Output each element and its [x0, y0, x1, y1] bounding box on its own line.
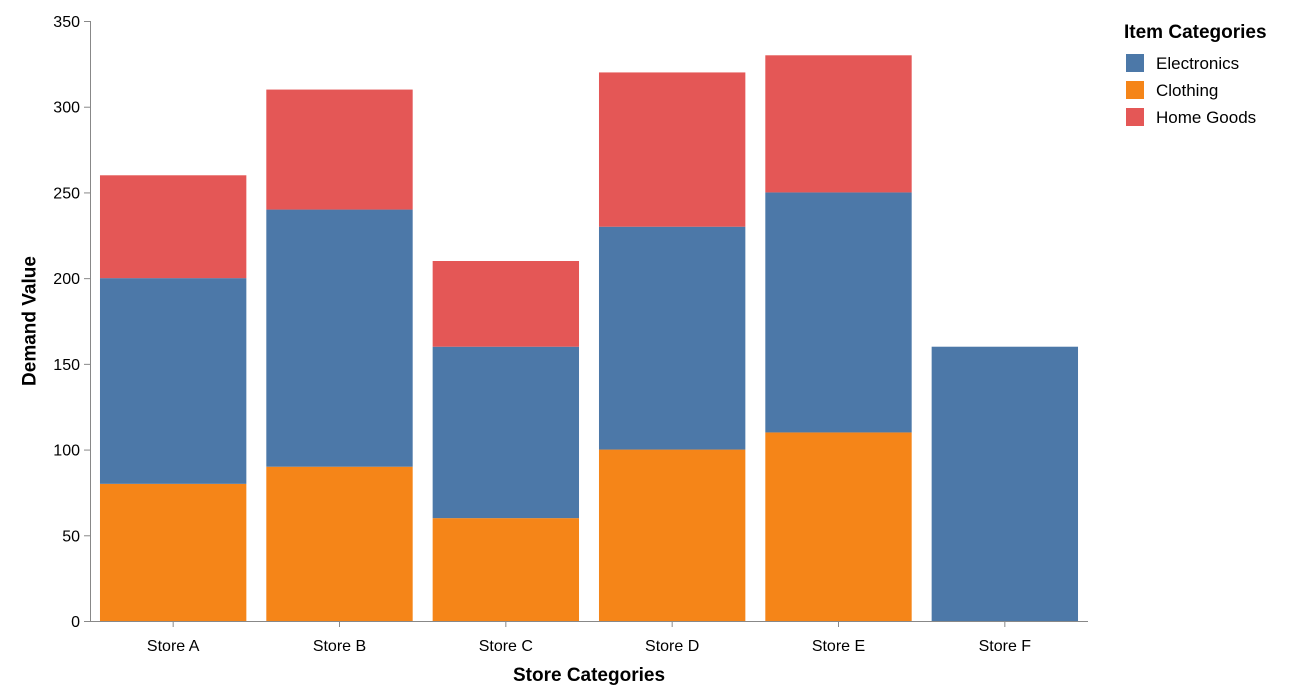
legend-swatch-electronics [1126, 54, 1144, 72]
bar-electronics-store-d [598, 226, 746, 450]
bar-clothing-store-b [266, 466, 413, 621]
bar-home-goods-store-a [99, 175, 247, 279]
bar-clothing-store-a [99, 483, 247, 621]
y-tick-label: 250 [53, 185, 80, 202]
bar-electronics-store-f [931, 346, 1079, 621]
bar-home-goods-store-d [598, 72, 746, 227]
y-axis: 0 50 100 150 200 250 300 350 [53, 14, 91, 631]
x-tick-label: Store A [147, 638, 200, 655]
y-tick-label: 100 [53, 443, 80, 460]
x-axis-title: Store Categories [513, 665, 665, 686]
bar-clothing-store-d [598, 449, 746, 621]
legend-swatch-clothing [1126, 81, 1144, 99]
x-axis: Store A Store B Store C Store D Store E Store… [90, 621, 1088, 655]
legend-label-home-goods: Home Goods [1156, 108, 1256, 127]
x-tick-label: Store C [479, 638, 533, 655]
bar-clothing-store-e [765, 432, 912, 621]
y-tick-label: 0 [71, 614, 80, 631]
bar-electronics-store-a [99, 278, 247, 484]
legend-swatch-home-goods [1126, 108, 1144, 126]
y-tick-label: 300 [53, 100, 80, 117]
bars-layer [99, 55, 1079, 621]
y-axis-title: Demand Value [20, 256, 41, 386]
bar-electronics-store-c [432, 346, 580, 519]
bar-home-goods-store-c [432, 261, 580, 347]
x-tick-label: Store E [812, 638, 865, 655]
legend-label-electronics: Electronics [1156, 54, 1239, 73]
x-tick-label: Store B [313, 638, 366, 655]
x-tick-label: Store F [979, 638, 1032, 655]
legend-title: Item Categories [1124, 22, 1267, 43]
legend-label-clothing: Clothing [1156, 81, 1218, 100]
bar-clothing-store-c [432, 518, 580, 621]
x-tick-label: Store D [645, 638, 699, 655]
legend: Item Categories Electronics Clothing Home … [1124, 22, 1267, 127]
y-tick-label: 150 [53, 357, 80, 374]
y-tick-label: 350 [53, 14, 80, 31]
y-tick-label: 200 [53, 271, 80, 288]
bar-electronics-store-e [765, 192, 912, 433]
bar-electronics-store-b [266, 209, 413, 467]
bar-home-goods-store-e [765, 55, 912, 193]
y-tick-label: 50 [62, 528, 80, 545]
bar-home-goods-store-b [266, 89, 413, 210]
